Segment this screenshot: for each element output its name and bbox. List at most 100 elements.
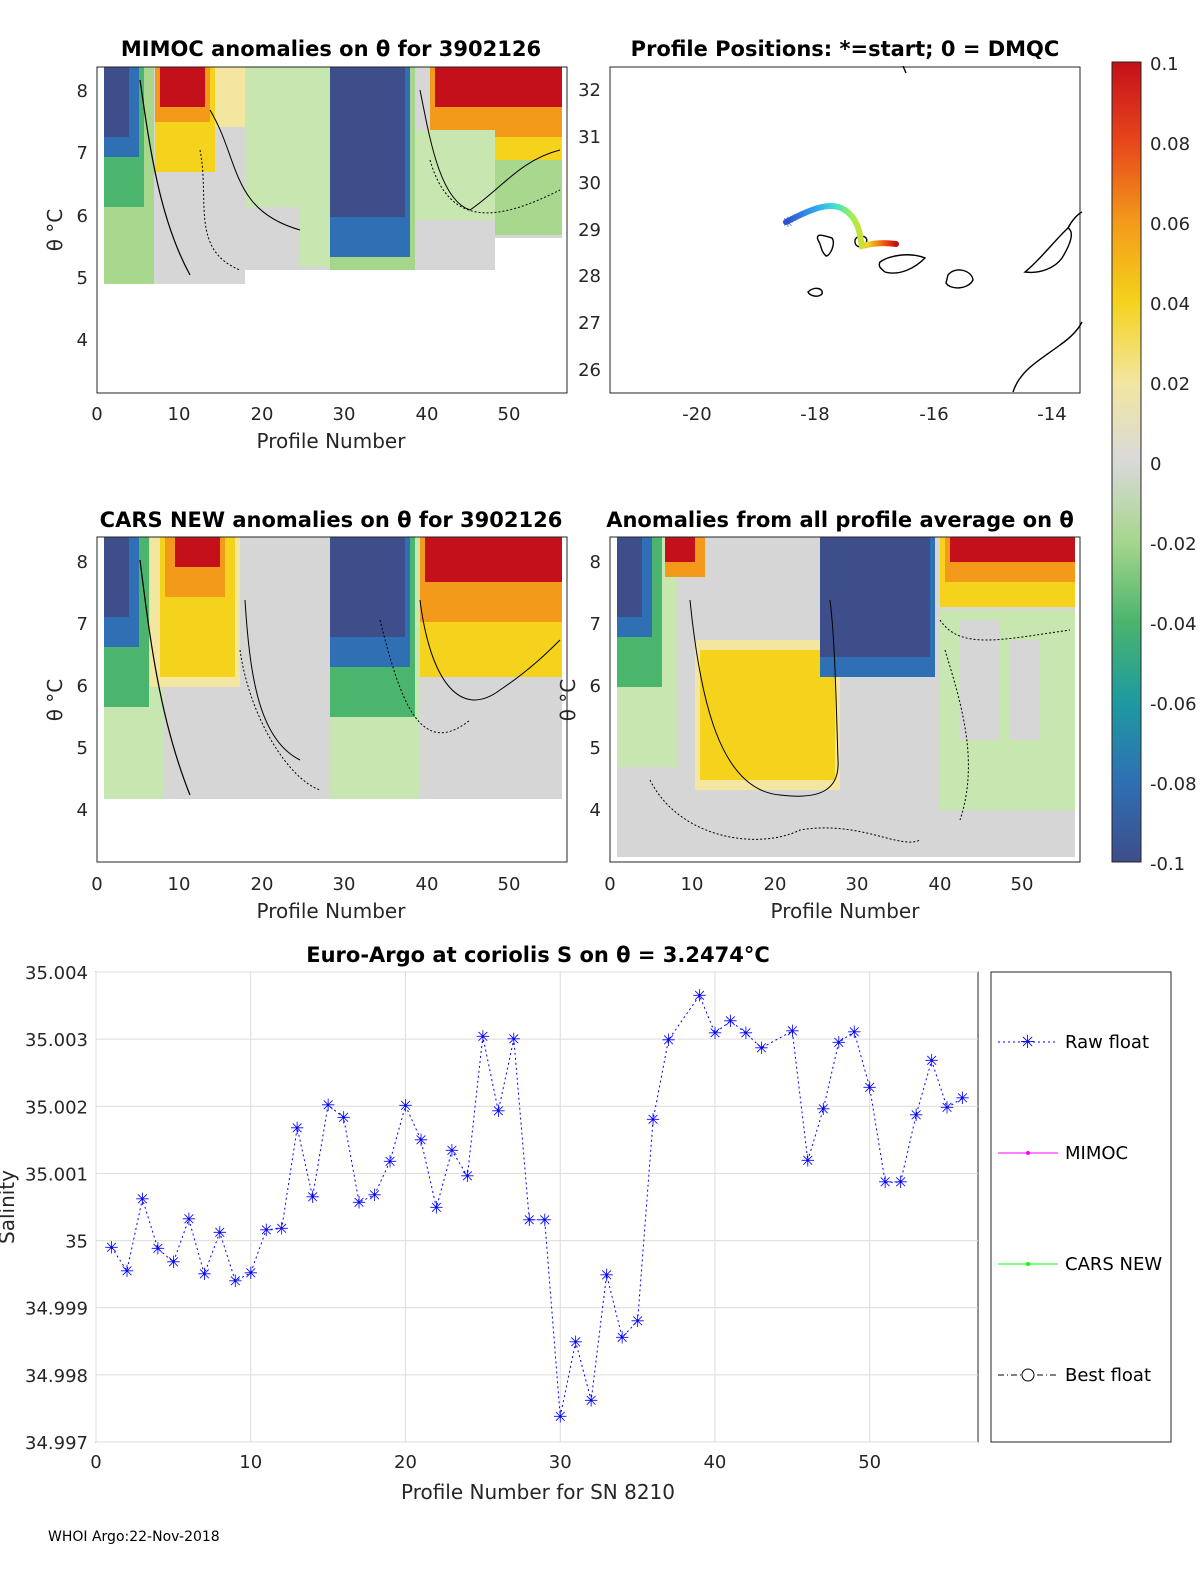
mimoc-ytick: 8 [77, 81, 88, 102]
salinity-ytick: 35.004 [25, 963, 88, 984]
colorbar-tick: 0.06 [1150, 214, 1190, 235]
cars-xtick: 0 [91, 874, 102, 895]
raw-float-point: ✳ [507, 1030, 521, 1050]
cars-ytick: 6 [77, 676, 88, 697]
raw-float-point: ✳ [228, 1272, 242, 1292]
raw-float-point: ✳ [398, 1097, 412, 1117]
raw-float-point: ✳ [120, 1262, 134, 1282]
legend-label: Raw float [1065, 1032, 1149, 1053]
raw-float-point: ✳ [878, 1173, 892, 1193]
raw-float-point: ✳ [646, 1111, 660, 1131]
mimoc-ytick: 4 [77, 330, 88, 351]
average-xtick: 0 [604, 874, 615, 895]
raw-float-point: ✳ [847, 1023, 861, 1043]
float-track: ✳ [782, 203, 899, 250]
raw-float-point: ✳ [708, 1024, 722, 1044]
salinity-xlabel: Profile Number for SN 8210 [401, 1480, 675, 1504]
legend-star-marker: ✳ [1020, 1032, 1035, 1053]
average-xtick: 10 [681, 874, 704, 895]
mimoc-ytick: 6 [77, 206, 88, 227]
colorbar-tick: 0.1 [1150, 54, 1179, 75]
raw-float-point: ✳ [476, 1027, 490, 1047]
raw-float-point: ✳ [661, 1031, 675, 1051]
raw-float-point: ✳ [275, 1219, 289, 1239]
raw-float-point: ✳ [414, 1131, 428, 1151]
positions-ytick: 29 [578, 220, 601, 241]
raw-float-point: ✳ [816, 1100, 830, 1120]
raw-float-line [111, 994, 963, 1417]
raw-float-point: ✳ [522, 1211, 536, 1231]
raw-float-point: ✳ [785, 1022, 799, 1042]
colorbar-tick: -0.06 [1150, 694, 1197, 715]
colorbar-tick: 0.08 [1150, 134, 1190, 155]
colorbar-tick: -0.04 [1150, 614, 1197, 635]
raw-float-point: ✳ [801, 1152, 815, 1172]
legend: ✳ Raw float MIMOC CARS NEW Best float [990, 971, 1172, 1443]
cars-panel: CARS NEW anomalies on θ for 3902126 [43, 508, 568, 923]
positions-xtick: -14 [1037, 404, 1066, 425]
average-xticks: 0 10 20 30 40 50 [604, 874, 1033, 895]
average-ytick: 6 [590, 676, 601, 697]
positions-ytick: 31 [578, 127, 601, 148]
cars-xtick: 30 [333, 874, 356, 895]
salinity-ylabel: Salinity [0, 1170, 19, 1244]
colorbar-tick: -0.08 [1150, 774, 1197, 795]
mimoc-xlabel: Profile Number [257, 429, 407, 453]
colorbar: 0.1 0.08 0.06 0.04 0.02 0 -0.02 -0.04 -0… [1111, 54, 1197, 875]
salinity-ytick: 35.001 [25, 1164, 88, 1185]
salinity-ytick: 35.002 [25, 1097, 88, 1118]
cars-yticks: 4 5 6 7 8 [77, 552, 88, 821]
cars-heatmap [97, 537, 567, 862]
average-panel: Anomalies from all profile average on θ [556, 508, 1081, 923]
salinity-xtick: 0 [90, 1452, 101, 1473]
average-yticks: 4 5 6 7 8 [590, 552, 601, 821]
salinity-ticks: 0 10 20 30 40 50 35.004 35.003 35.002 35.001 35 34.… [25, 963, 881, 1473]
raw-float-point: ✳ [924, 1052, 938, 1072]
raw-float-point: ✳ [584, 1391, 598, 1411]
positions-xtick: -16 [919, 404, 948, 425]
colorbar-tick: 0 [1150, 454, 1161, 475]
mimoc-xtick: 0 [91, 404, 102, 425]
average-title: Anomalies from all profile average on θ [606, 508, 1074, 532]
raw-float-point: ✳ [166, 1253, 180, 1273]
cars-title: CARS NEW anomalies on θ for 3902126 [100, 508, 563, 532]
salinity-xtick: 30 [549, 1452, 572, 1473]
salinity-series: ✳✳✳✳✳✳✳✳✳ ✳✳ ✳✳✳✳✳✳ ✳✳✳✳✳✳✳✳✳✳✳ ✳✳✳✳✳✳✳✳✳✳✳✳… [104, 987, 969, 1428]
salinity-ytick: 35.003 [25, 1030, 88, 1051]
cars-ylabel: θ °C [43, 679, 67, 722]
salinity-chart: Euro-Argo at coriolis S on θ = 3.2474°C … [0, 943, 979, 1504]
average-xtick: 30 [846, 874, 869, 895]
salinity-ytick: 34.999 [25, 1299, 88, 1320]
raw-float-point: ✳ [863, 1078, 877, 1098]
positions-yticks: 26 27 28 29 30 31 32 [578, 80, 601, 381]
raw-float-point: ✳ [630, 1312, 644, 1332]
mimoc-xtick: 10 [168, 404, 191, 425]
positions-panel: Profile Positions: *=start; 0 = DMQC ✳ -… [578, 37, 1083, 425]
colorbar-tick: -0.1 [1150, 854, 1185, 875]
cars-xtick: 40 [416, 874, 439, 895]
salinity-title: Euro-Argo at coriolis S on θ = 3.2474°C [306, 943, 769, 967]
average-ytick: 5 [590, 738, 601, 759]
positions-ytick: 27 [578, 313, 601, 334]
raw-float-point: ✳ [538, 1211, 552, 1231]
mimoc-ylabel: θ °C [43, 209, 67, 252]
positions-ytick: 26 [578, 360, 601, 381]
legend-label: MIMOC [1065, 1143, 1128, 1164]
positions-xticks: -20 -18 -16 -14 [682, 404, 1066, 425]
raw-float-point: ✳ [723, 1012, 737, 1032]
average-ytick: 4 [590, 800, 601, 821]
salinity-xtick: 40 [703, 1452, 726, 1473]
raw-float-point: ✳ [940, 1099, 954, 1119]
raw-float-point: ✳ [336, 1109, 350, 1129]
salinity-ytick: 35 [65, 1232, 88, 1253]
raw-float-point: ✳ [182, 1210, 196, 1230]
track-start-marker: ✳ [782, 215, 794, 231]
salinity-xtick: 20 [394, 1452, 417, 1473]
raw-float-point: ✳ [213, 1224, 227, 1244]
raw-float-point: ✳ [259, 1221, 273, 1241]
legend-item-mimoc: MIMOC [998, 1143, 1128, 1164]
coastline-map [807, 65, 1083, 393]
raw-float-point: ✳ [894, 1173, 908, 1193]
average-ytick: 7 [590, 614, 601, 635]
cars-ytick: 4 [77, 800, 88, 821]
